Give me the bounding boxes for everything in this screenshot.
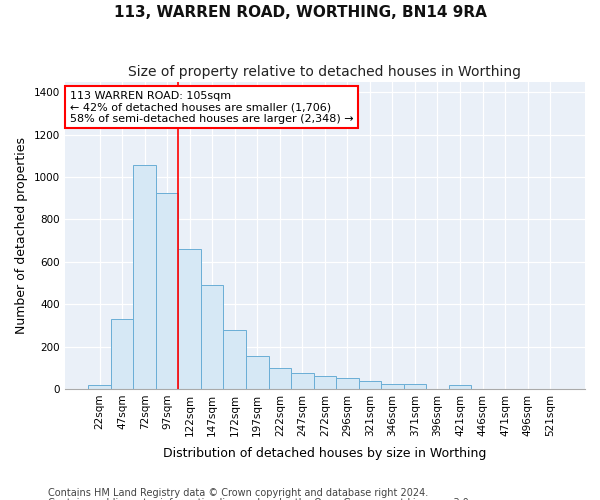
Bar bbox=[111, 319, 133, 389]
Bar bbox=[359, 382, 381, 389]
Text: 113 WARREN ROAD: 105sqm
← 42% of detached houses are smaller (1,706)
58% of semi: 113 WARREN ROAD: 105sqm ← 42% of detache… bbox=[70, 91, 353, 124]
Bar bbox=[223, 330, 246, 389]
Title: Size of property relative to detached houses in Worthing: Size of property relative to detached ho… bbox=[128, 65, 521, 79]
Bar bbox=[133, 166, 156, 389]
Bar bbox=[201, 285, 223, 389]
Bar bbox=[404, 384, 426, 389]
Y-axis label: Number of detached properties: Number of detached properties bbox=[15, 136, 28, 334]
Bar bbox=[336, 378, 359, 389]
Bar bbox=[291, 373, 314, 389]
X-axis label: Distribution of detached houses by size in Worthing: Distribution of detached houses by size … bbox=[163, 447, 487, 460]
Text: Contains public sector information licensed under the Open Government Licence v3: Contains public sector information licen… bbox=[48, 498, 472, 500]
Text: 113, WARREN ROAD, WORTHING, BN14 9RA: 113, WARREN ROAD, WORTHING, BN14 9RA bbox=[113, 5, 487, 20]
Bar bbox=[449, 384, 471, 389]
Bar bbox=[269, 368, 291, 389]
Bar bbox=[246, 356, 269, 389]
Bar bbox=[156, 193, 178, 389]
Bar bbox=[314, 376, 336, 389]
Bar bbox=[88, 384, 111, 389]
Bar bbox=[178, 249, 201, 389]
Text: Contains HM Land Registry data © Crown copyright and database right 2024.: Contains HM Land Registry data © Crown c… bbox=[48, 488, 428, 498]
Bar bbox=[381, 384, 404, 389]
